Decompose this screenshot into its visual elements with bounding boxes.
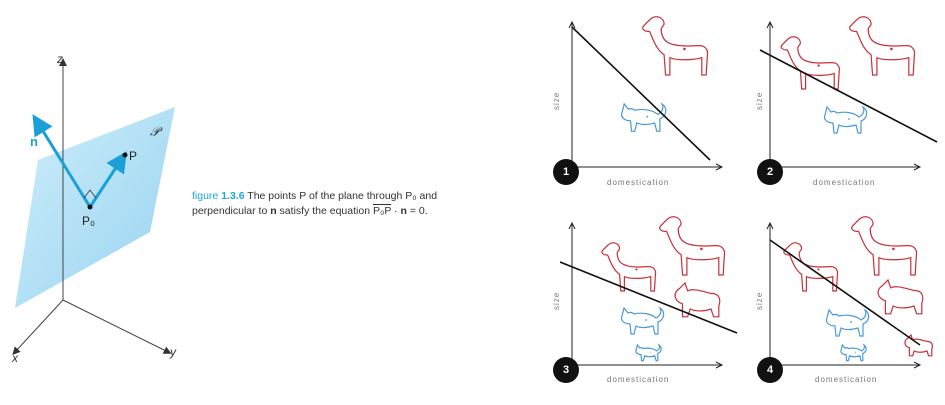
panel-1: size domestication 1 — [552, 12, 750, 197]
y-axis-label: y — [169, 345, 177, 359]
caption-dot: · — [391, 205, 401, 217]
terrier-icon — [904, 333, 933, 357]
caption-figure-word: figure — [192, 190, 222, 202]
caption-text-1: The points P of the plane through P₀ and — [244, 190, 438, 202]
x-axis-arrow — [913, 163, 922, 171]
dog-icon — [601, 242, 657, 292]
x-axis-label: x — [11, 351, 19, 365]
decision-boundary-line — [559, 261, 738, 334]
point-p-label: P — [129, 149, 137, 163]
caption-line-2: perpendicular to n satisfy the equation … — [192, 204, 492, 219]
terrier-icon — [877, 278, 924, 315]
cat-icon — [840, 343, 867, 362]
x-axis-arrow — [715, 361, 724, 369]
dog-icon — [849, 16, 916, 76]
panel-3-badge: 3 — [553, 357, 579, 383]
decision-boundary-line — [759, 49, 938, 143]
panel-1-plot — [568, 16, 724, 171]
cat-icon — [823, 105, 868, 134]
decision-boundary-line — [769, 239, 921, 346]
terrier-icon — [674, 281, 721, 318]
caption-figure-number: 1.3.6 — [221, 190, 245, 202]
panel-1-ylabel: size — [552, 91, 561, 110]
dog-icon — [659, 216, 726, 276]
panel-4: size domestication 4 — [755, 215, 945, 400]
caption-text-2b: satisfy the equation — [276, 205, 373, 217]
panel-4-ylabel: size — [755, 291, 764, 310]
y-axis-arrow — [568, 20, 576, 29]
caption-n-bold-2: n — [400, 205, 407, 217]
dog-icon — [642, 16, 709, 76]
panel-1-xlabel: domestication — [607, 178, 670, 187]
panel-2-ylabel: size — [755, 91, 764, 110]
normal-label: n — [30, 134, 38, 149]
normal-vector — [32, 114, 92, 208]
dog-icon — [783, 242, 839, 292]
figure-caption: figure 1.3.6 The points P of the plane t… — [192, 189, 492, 219]
caption-text-2d: = 0. — [406, 205, 428, 217]
panel-3-plot — [559, 216, 738, 369]
decision-boundary-line — [571, 26, 711, 161]
x-axis-arrow — [913, 361, 922, 369]
right-angle-mark — [83, 189, 97, 199]
point-p-dot — [122, 152, 128, 158]
plane-surface — [15, 107, 175, 308]
caption-n-bold: n — [270, 205, 277, 217]
z-axis-label: z — [56, 52, 63, 66]
panel-3-xlabel: domestication — [607, 375, 670, 384]
dog-icon — [851, 216, 918, 276]
dog-icon — [780, 36, 841, 90]
panel-4-plot — [766, 216, 933, 369]
caption-text-2a: perpendicular to — [192, 205, 271, 217]
plane-figure: z x y 𝒫 n P P₀ — [11, 52, 177, 365]
panel-3-ylabel: size — [552, 291, 561, 310]
caption-vector: P₀P — [372, 205, 392, 217]
x-axis — [12, 299, 64, 355]
cat-icon — [825, 308, 870, 337]
panel-4-xlabel: domestication — [815, 375, 878, 384]
p0p-vector — [88, 151, 127, 208]
panel-2-plot — [759, 16, 938, 171]
y-axis-arrow — [766, 20, 774, 29]
panel-3: size domestication 3 — [552, 215, 750, 400]
cat-icon — [620, 306, 665, 335]
panel-2-badge: 2 — [757, 159, 783, 185]
cat-icon — [620, 102, 667, 132]
y-axis-arrow — [568, 221, 576, 230]
caption-line-1: figure 1.3.6 The points P of the plane t… — [192, 189, 492, 204]
y-axis — [62, 299, 172, 354]
panel-1-badge: 1 — [553, 159, 579, 185]
panel-2-xlabel: domestication — [813, 178, 876, 187]
point-p0-dot — [87, 204, 93, 210]
y-axis-arrow — [766, 221, 774, 230]
x-axis-arrow — [715, 163, 724, 171]
panel-4-badge: 4 — [757, 357, 783, 383]
cat-icon — [635, 343, 662, 362]
point-p0-label: P₀ — [82, 214, 95, 228]
panel-2: size domestication 2 — [755, 12, 945, 197]
